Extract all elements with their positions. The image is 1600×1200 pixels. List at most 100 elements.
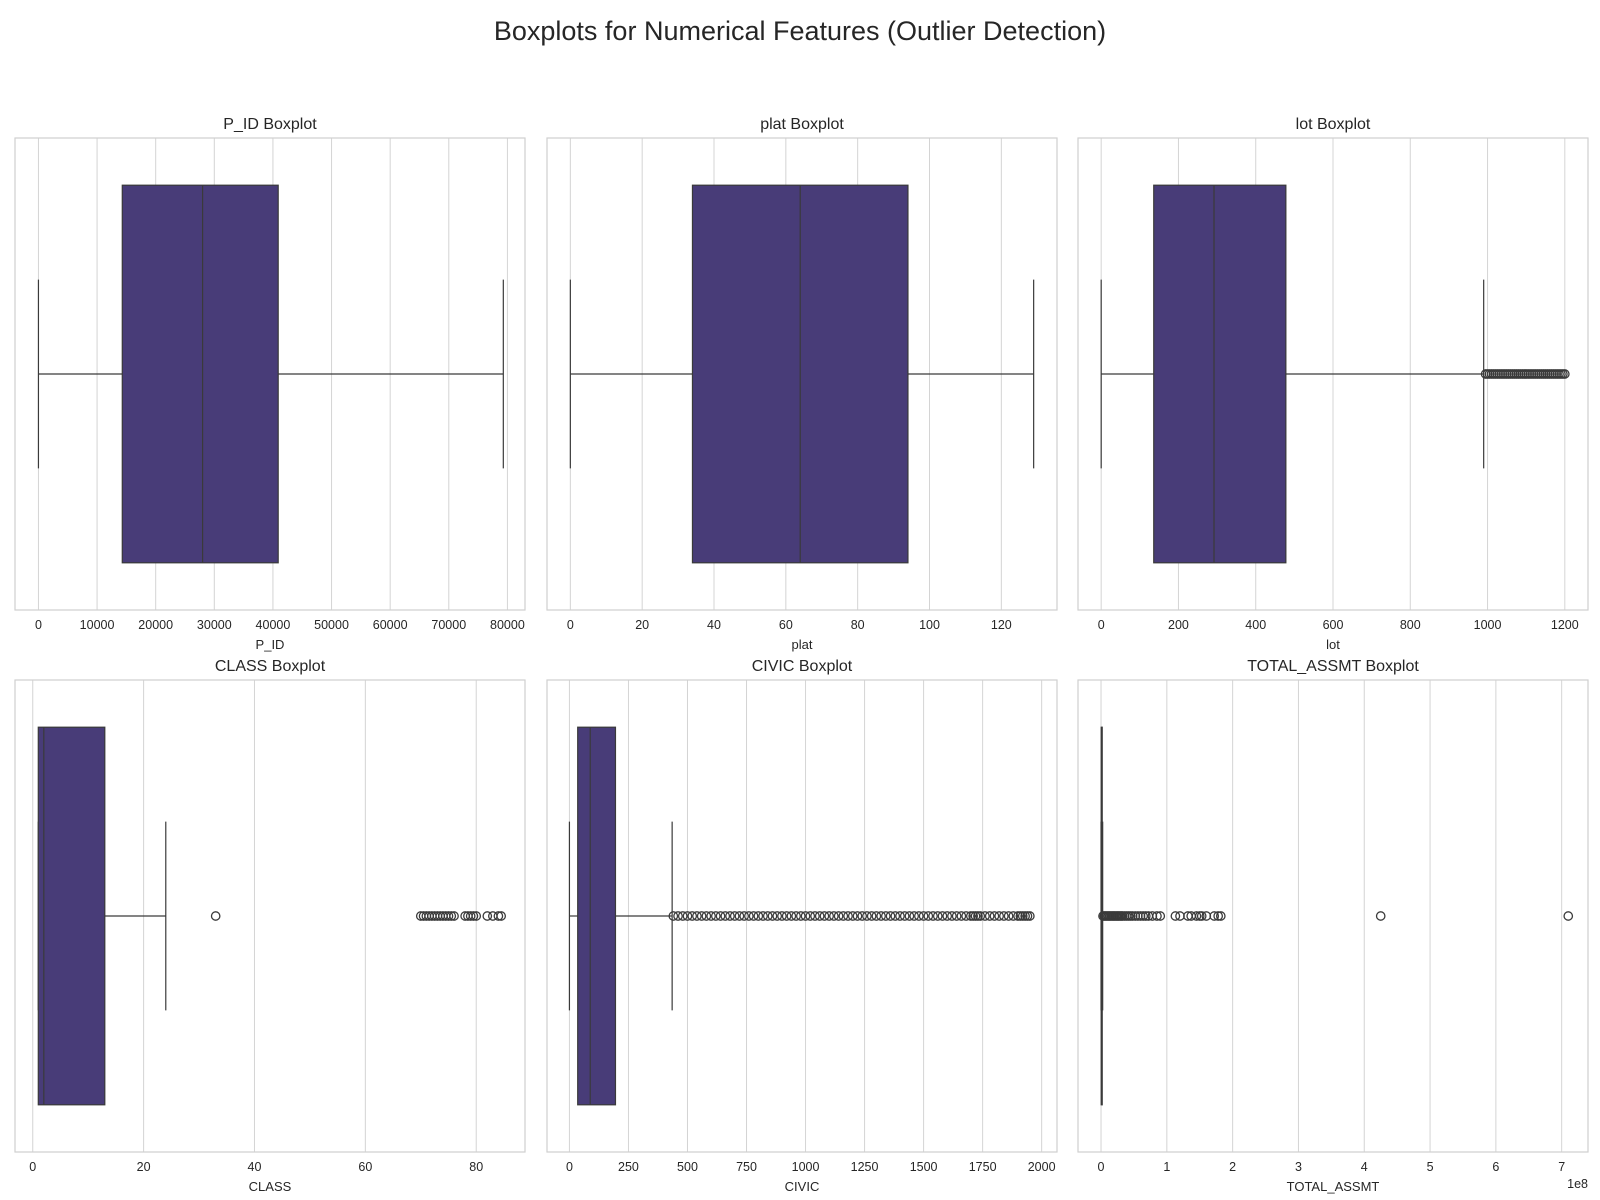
- civic-outlier-73: [1003, 911, 1014, 921]
- civic-iqr-box: [577, 726, 617, 1106]
- p-id-tick-label-1: 10000: [80, 618, 115, 632]
- civic-outlier-11: [720, 911, 731, 921]
- civic-tick-label-1: 250: [618, 1160, 639, 1174]
- total-assmt-outlier-34: [1191, 911, 1202, 921]
- civic-outlier-56: [932, 911, 943, 921]
- total-assmt-tick-label-1: 1: [1163, 1160, 1170, 1174]
- civic-tick-label-4: 1000: [792, 1160, 820, 1174]
- class-tick-label-3: 60: [358, 1160, 372, 1174]
- lot-tick-label-1: 200: [1168, 618, 1189, 632]
- panel-class: 0 20 40 60 80 CLASS Boxplot CLASS: [14, 658, 526, 1194]
- total-assmt-outlier-36: [1196, 911, 1207, 921]
- total-assmt-tick-label-6: 6: [1492, 1160, 1499, 1174]
- lot-x-axis-label: lot: [1326, 637, 1340, 652]
- total-assmt-outlier-28: [1152, 911, 1162, 921]
- civic-outlier-24: [781, 911, 792, 921]
- civic-outlier-61: [956, 911, 967, 921]
- civic-outlier-17: [748, 911, 759, 921]
- total-assmt-x-axis-label: TOTAL_ASSMT: [1287, 1179, 1380, 1194]
- civic-outlier-71: [994, 911, 1005, 921]
- civic-outlier-13: [729, 911, 740, 921]
- class-outlier-18: [471, 911, 482, 921]
- civic-outlier-27: [795, 911, 806, 921]
- civic-tick-label-6: 1500: [910, 1160, 938, 1174]
- civic-tick-label-5: 1250: [851, 1160, 879, 1174]
- class-tick-label-1: 20: [137, 1160, 151, 1174]
- civic-outlier-44: [876, 911, 886, 921]
- civic-outlier-41: [862, 911, 872, 921]
- total-assmt-tick-label-0: 0: [1098, 1160, 1105, 1174]
- civic-outlier-34: [829, 911, 839, 921]
- p-id-tick-label-6: 60000: [373, 618, 408, 632]
- total-assmt-outlier-25: [1140, 911, 1151, 921]
- civic-outlier-31: [814, 911, 825, 921]
- civic-outlier-9: [710, 911, 721, 921]
- civic-outlier-47: [890, 911, 901, 921]
- civic-outlier-55: [928, 911, 938, 921]
- civic-outlier-52: [914, 911, 924, 921]
- class-outlier-0: [210, 911, 221, 921]
- total-assmt-tick-label-4: 4: [1361, 1160, 1368, 1174]
- lot-tick-label-2: 400: [1245, 618, 1266, 632]
- civic-outlier-53: [918, 911, 929, 921]
- civic-outlier-39: [852, 911, 863, 921]
- plat-tick-label-2: 40: [707, 618, 721, 632]
- class-outlier-21: [493, 911, 504, 921]
- figure-title: Boxplots for Numerical Features (Outlier…: [493, 16, 1107, 46]
- civic-outlier-7: [701, 911, 712, 921]
- total-assmt-tick-label-7: 7: [1558, 1160, 1565, 1174]
- civic-outlier-37: [843, 911, 853, 921]
- civic-outlier-42: [866, 911, 877, 921]
- class-subplot-title: CLASS Boxplot: [215, 658, 326, 675]
- lot-outlier-41: [1559, 369, 1570, 379]
- civic-outlier-59: [947, 911, 957, 921]
- civic-outlier-5: [692, 911, 702, 921]
- civic-outlier-4: [687, 911, 698, 921]
- civic-tick-label-3: 750: [736, 1160, 757, 1174]
- plat-axes-frame: [546, 137, 1058, 611]
- plat-tick-label-5: 100: [919, 618, 940, 632]
- civic-outlier-70: [989, 911, 1000, 921]
- civic-outlier-10: [715, 911, 726, 921]
- civic-outlier-20: [762, 911, 773, 921]
- class-iqr-box: [37, 726, 106, 1106]
- class-outlier-11: [443, 911, 454, 921]
- p-id-tick-label-3: 30000: [197, 618, 232, 632]
- class-tick-label-4: 80: [469, 1160, 483, 1174]
- civic-outlier-8: [706, 911, 716, 921]
- class-outlier-13: [449, 911, 459, 921]
- civic-outlier-28: [800, 911, 811, 921]
- total-assmt-outlier-41: [1375, 911, 1386, 921]
- panel-total-assmt: 0 1 2 3 4 5 6 7 TOTAL_ASSMT Boxplot TOTAL_ASSMT 1e…: [1077, 658, 1589, 1194]
- p-id-tick-label-2: 20000: [138, 618, 173, 632]
- civic-outlier-18: [753, 911, 764, 921]
- plat-tick-label-0: 0: [567, 618, 574, 632]
- civic-outlier-60: [951, 911, 962, 921]
- total-assmt-outlier-42: [1563, 911, 1574, 921]
- total-assmt-outlier-30: [1170, 911, 1181, 921]
- civic-outlier-69: [984, 911, 995, 921]
- civic-outlier-62: [961, 911, 971, 921]
- civic-outlier-49: [899, 911, 910, 921]
- civic-tick-label-8: 2000: [1028, 1160, 1056, 1174]
- civic-tick-label-0: 0: [566, 1160, 573, 1174]
- civic-outlier-23: [777, 911, 787, 921]
- civic-tick-label-2: 500: [677, 1160, 698, 1174]
- class-x-axis-label: CLASS: [249, 1179, 292, 1194]
- class-tick-label-0: 0: [29, 1160, 36, 1174]
- total-assmt-outlier-39: [1213, 911, 1224, 921]
- plat-x-axis-label: plat: [792, 637, 813, 652]
- civic-outlier-54: [923, 911, 934, 921]
- civic-outlier-2: [677, 911, 688, 921]
- lot-tick-label-5: 1000: [1474, 618, 1502, 632]
- civic-outlier-67: [975, 911, 986, 921]
- total-assmt-outlier-24: [1138, 911, 1148, 921]
- civic-axes-frame: [546, 679, 1058, 1153]
- civic-outlier-3: [682, 911, 693, 921]
- civic-outlier-22: [772, 911, 783, 921]
- civic-outlier-21: [767, 911, 778, 921]
- civic-outlier-30: [810, 911, 820, 921]
- plat-tick-label-4: 80: [851, 618, 865, 632]
- lot-tick-label-4: 800: [1400, 618, 1421, 632]
